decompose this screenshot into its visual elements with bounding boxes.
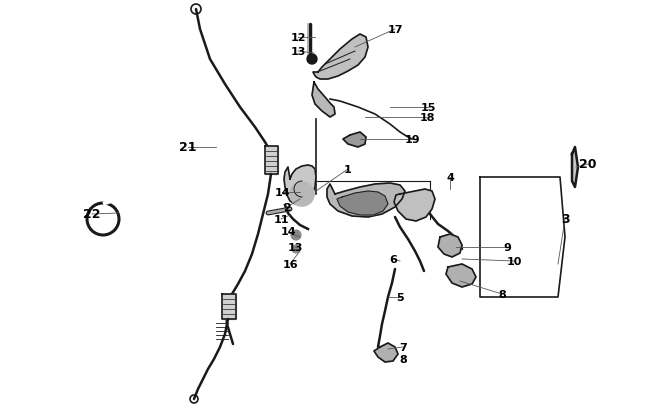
Text: 9: 9 — [503, 243, 511, 252]
Text: 5: 5 — [396, 292, 404, 302]
Polygon shape — [313, 35, 368, 80]
Text: 16: 16 — [282, 259, 298, 269]
Polygon shape — [343, 133, 366, 148]
Polygon shape — [222, 294, 236, 319]
Polygon shape — [312, 83, 335, 118]
Text: 13: 13 — [287, 243, 303, 252]
Text: 21: 21 — [179, 141, 197, 154]
Circle shape — [307, 55, 317, 65]
Text: 18: 18 — [419, 113, 435, 123]
Text: 22: 22 — [83, 208, 101, 221]
Text: 14: 14 — [274, 188, 290, 198]
Polygon shape — [284, 166, 316, 205]
Polygon shape — [265, 147, 278, 175]
Polygon shape — [438, 234, 462, 257]
Text: 11: 11 — [273, 215, 289, 224]
Text: 12: 12 — [291, 33, 306, 43]
Text: 8: 8 — [498, 289, 506, 299]
Circle shape — [292, 245, 300, 254]
Polygon shape — [572, 148, 578, 188]
Text: 20: 20 — [579, 158, 597, 171]
Circle shape — [291, 230, 301, 241]
Text: 10: 10 — [506, 256, 522, 266]
Circle shape — [290, 183, 314, 207]
Polygon shape — [394, 190, 435, 222]
Text: 2: 2 — [283, 202, 291, 213]
Polygon shape — [327, 183, 405, 217]
Text: 6: 6 — [389, 254, 397, 264]
Text: 3: 3 — [561, 213, 569, 226]
Text: 8: 8 — [399, 354, 407, 364]
Text: 7: 7 — [399, 342, 407, 352]
Text: 13: 13 — [291, 47, 306, 57]
Polygon shape — [374, 343, 398, 362]
Text: 1: 1 — [344, 164, 352, 175]
Text: 19: 19 — [405, 135, 421, 145]
Text: 14: 14 — [281, 226, 297, 237]
Text: 15: 15 — [421, 103, 436, 113]
Polygon shape — [337, 192, 388, 215]
Polygon shape — [446, 264, 476, 287]
Text: 4: 4 — [446, 173, 454, 183]
Text: 17: 17 — [387, 25, 403, 35]
